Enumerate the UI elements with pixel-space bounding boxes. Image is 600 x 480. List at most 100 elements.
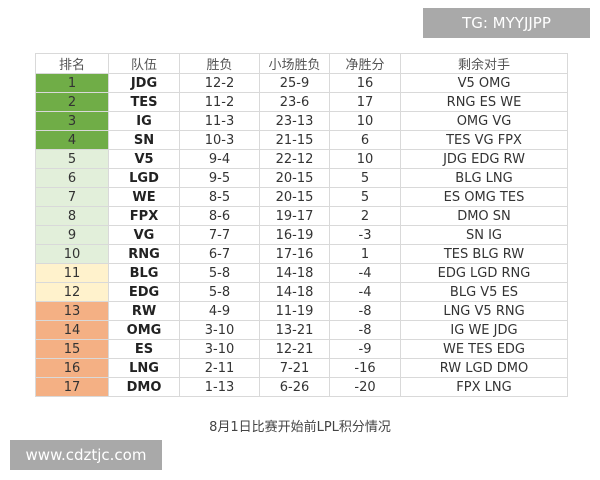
remaining-cell: WE TES EDG xyxy=(400,339,568,359)
team-cell: LNG xyxy=(108,358,180,378)
record-cell: 1-13 xyxy=(179,377,260,397)
rank-cell: 5 xyxy=(35,149,109,169)
team-cell: IG xyxy=(108,111,180,131)
rank-cell: 14 xyxy=(35,320,109,340)
team-cell: WE xyxy=(108,187,180,207)
table-row: 12 EDG 5-8 14-18 -4 BLG V5 ES xyxy=(35,282,568,302)
games-cell: 13-21 xyxy=(259,320,330,340)
team-cell: EDG xyxy=(108,282,180,302)
net-cell: -4 xyxy=(329,263,401,283)
table-row: 9 VG 7-7 16-19 -3 SN IG xyxy=(35,225,568,245)
remaining-cell: FPX LNG xyxy=(400,377,568,397)
record-cell: 9-4 xyxy=(179,149,260,169)
net-cell: 1 xyxy=(329,244,401,264)
team-cell: DMO xyxy=(108,377,180,397)
net-cell: -16 xyxy=(329,358,401,378)
watermark-top: TG: MYYJJPP xyxy=(423,8,590,38)
games-cell: 6-26 xyxy=(259,377,330,397)
table-row: 2 TES 11-2 23-6 17 RNG ES WE xyxy=(35,92,568,112)
team-cell: TES xyxy=(108,92,180,112)
header-net: 净胜分 xyxy=(329,53,401,74)
games-cell: 14-18 xyxy=(259,282,330,302)
table-row: 13 RW 4-9 11-19 -8 LNG V5 RNG xyxy=(35,301,568,321)
table-row: 11 BLG 5-8 14-18 -4 EDG LGD RNG xyxy=(35,263,568,283)
watermark-bottom: www.cdztjc.com xyxy=(10,440,162,470)
team-cell: RW xyxy=(108,301,180,321)
games-cell: 25-9 xyxy=(259,73,330,93)
header-games: 小场胜负 xyxy=(259,53,330,74)
record-cell: 3-10 xyxy=(179,339,260,359)
games-cell: 21-15 xyxy=(259,130,330,150)
rank-cell: 9 xyxy=(35,225,109,245)
rank-cell: 16 xyxy=(35,358,109,378)
remaining-cell: RW LGD DMO xyxy=(400,358,568,378)
record-cell: 12-2 xyxy=(179,73,260,93)
record-cell: 4-9 xyxy=(179,301,260,321)
standings-table: 排名 队伍 胜负 小场胜负 净胜分 剩余对手 1 JDG 12-2 25-9 16 V5 … xyxy=(35,53,568,397)
games-cell: 23-6 xyxy=(259,92,330,112)
header-remaining: 剩余对手 xyxy=(400,53,568,74)
net-cell: 16 xyxy=(329,73,401,93)
record-cell: 8-5 xyxy=(179,187,260,207)
games-cell: 12-21 xyxy=(259,339,330,359)
rank-cell: 12 xyxy=(35,282,109,302)
header-row: 排名 队伍 胜负 小场胜负 净胜分 剩余对手 xyxy=(35,53,568,74)
team-cell: ES xyxy=(108,339,180,359)
rank-cell: 6 xyxy=(35,168,109,188)
header-team: 队伍 xyxy=(108,53,180,74)
table-row: 6 LGD 9-5 20-15 5 BLG LNG xyxy=(35,168,568,188)
remaining-cell: EDG LGD RNG xyxy=(400,263,568,283)
remaining-cell: IG WE JDG xyxy=(400,320,568,340)
rank-cell: 15 xyxy=(35,339,109,359)
team-cell: FPX xyxy=(108,206,180,226)
table-row: 8 FPX 8-6 19-17 2 DMO SN xyxy=(35,206,568,226)
remaining-cell: TES BLG RW xyxy=(400,244,568,264)
table-row: 14 OMG 3-10 13-21 -8 IG WE JDG xyxy=(35,320,568,340)
remaining-cell: RNG ES WE xyxy=(400,92,568,112)
games-cell: 14-18 xyxy=(259,263,330,283)
net-cell: -8 xyxy=(329,320,401,340)
record-cell: 11-3 xyxy=(179,111,260,131)
record-cell: 11-2 xyxy=(179,92,260,112)
remaining-cell: V5 OMG xyxy=(400,73,568,93)
remaining-cell: DMO SN xyxy=(400,206,568,226)
net-cell: -20 xyxy=(329,377,401,397)
record-cell: 5-8 xyxy=(179,263,260,283)
rank-cell: 2 xyxy=(35,92,109,112)
table-row: 17 DMO 1-13 6-26 -20 FPX LNG xyxy=(35,377,568,397)
record-cell: 9-5 xyxy=(179,168,260,188)
rank-cell: 8 xyxy=(35,206,109,226)
net-cell: 10 xyxy=(329,111,401,131)
net-cell: -9 xyxy=(329,339,401,359)
games-cell: 19-17 xyxy=(259,206,330,226)
games-cell: 22-12 xyxy=(259,149,330,169)
record-cell: 5-8 xyxy=(179,282,260,302)
header-record: 胜负 xyxy=(179,53,260,74)
games-cell: 23-13 xyxy=(259,111,330,131)
net-cell: 2 xyxy=(329,206,401,226)
net-cell: 5 xyxy=(329,187,401,207)
rank-cell: 1 xyxy=(35,73,109,93)
rank-cell: 13 xyxy=(35,301,109,321)
table-row: 3 IG 11-3 23-13 10 OMG VG xyxy=(35,111,568,131)
rank-cell: 4 xyxy=(35,130,109,150)
team-cell: SN xyxy=(108,130,180,150)
net-cell: -8 xyxy=(329,301,401,321)
table-row: 7 WE 8-5 20-15 5 ES OMG TES xyxy=(35,187,568,207)
games-cell: 17-16 xyxy=(259,244,330,264)
games-cell: 16-19 xyxy=(259,225,330,245)
team-cell: V5 xyxy=(108,149,180,169)
table-row: 1 JDG 12-2 25-9 16 V5 OMG xyxy=(35,73,568,93)
net-cell: -3 xyxy=(329,225,401,245)
net-cell: 5 xyxy=(329,168,401,188)
rank-cell: 17 xyxy=(35,377,109,397)
games-cell: 7-21 xyxy=(259,358,330,378)
team-cell: OMG xyxy=(108,320,180,340)
caption: 8月1日比赛开始前LPL积分情况 xyxy=(209,420,391,435)
team-cell: JDG xyxy=(108,73,180,93)
table-row: 15 ES 3-10 12-21 -9 WE TES EDG xyxy=(35,339,568,359)
remaining-cell: OMG VG xyxy=(400,111,568,131)
rank-cell: 11 xyxy=(35,263,109,283)
remaining-cell: TES VG FPX xyxy=(400,130,568,150)
team-cell: BLG xyxy=(108,263,180,283)
